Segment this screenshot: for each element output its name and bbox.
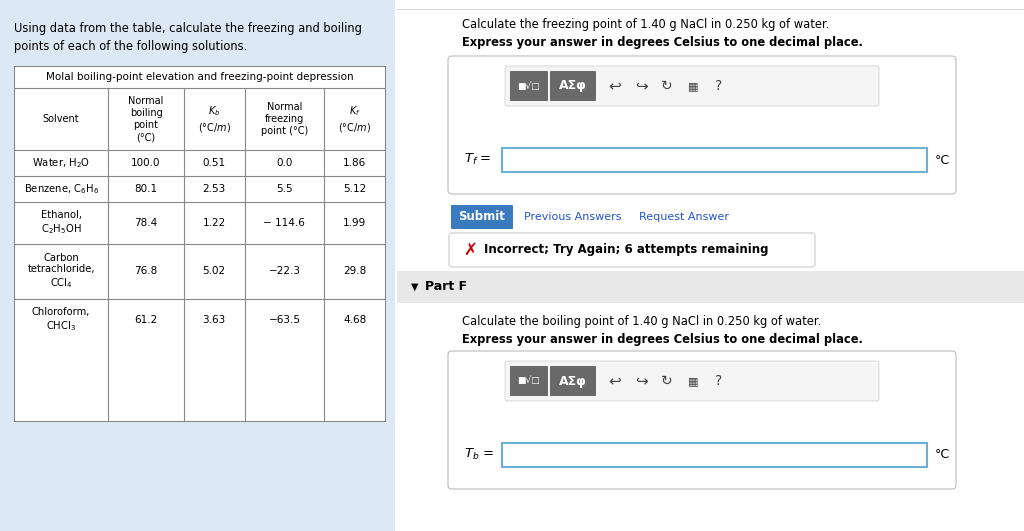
Text: 0.0: 0.0: [276, 158, 293, 168]
Text: $K_b$
(°C/$m$): $K_b$ (°C/$m$): [198, 105, 230, 134]
Text: −22.3: −22.3: [268, 267, 300, 277]
Bar: [502, 148, 927, 172]
Text: 1.99: 1.99: [343, 218, 367, 228]
Text: Using data from the table, calculate the freezing and boiling
points of each of : Using data from the table, calculate the…: [14, 22, 361, 53]
FancyBboxPatch shape: [449, 351, 956, 489]
Text: − 114.6: − 114.6: [263, 218, 305, 228]
Text: ΑΣφ: ΑΣφ: [559, 80, 587, 92]
Text: 1.86: 1.86: [343, 158, 367, 168]
Text: Part F: Part F: [425, 280, 467, 294]
Text: Carbon
tetrachloride,
CCl$_4$: Carbon tetrachloride, CCl$_4$: [28, 253, 95, 290]
Bar: [397, 303, 1024, 531]
Text: $K_f$
(°C/$m$): $K_f$ (°C/$m$): [338, 105, 372, 134]
Text: ✗: ✗: [463, 241, 477, 259]
Text: Previous Answers: Previous Answers: [524, 212, 622, 222]
FancyBboxPatch shape: [510, 71, 548, 101]
FancyBboxPatch shape: [449, 233, 815, 267]
Text: Request Answer: Request Answer: [639, 212, 729, 222]
Text: 4.68: 4.68: [343, 315, 367, 325]
Text: Benzene, C$_6$H$_6$: Benzene, C$_6$H$_6$: [24, 182, 98, 196]
Text: ↩: ↩: [608, 373, 622, 389]
Text: $T_b$ =: $T_b$ =: [464, 447, 495, 461]
Text: ΑΣφ: ΑΣφ: [559, 374, 587, 388]
Text: 61.2: 61.2: [134, 315, 158, 325]
Text: Water, H$_2$O: Water, H$_2$O: [32, 156, 90, 170]
Text: 1.22: 1.22: [203, 218, 226, 228]
Text: 29.8: 29.8: [343, 267, 367, 277]
Text: ▦: ▦: [688, 81, 698, 91]
Bar: [397, 271, 1024, 531]
Text: ↪: ↪: [635, 373, 647, 389]
FancyBboxPatch shape: [451, 205, 513, 229]
Text: 5.5: 5.5: [276, 184, 293, 194]
Text: Submit: Submit: [459, 210, 506, 224]
Text: Calculate the freezing point of 1.40 g NaCl in 0.250 kg of water.: Calculate the freezing point of 1.40 g N…: [462, 18, 829, 31]
FancyBboxPatch shape: [550, 71, 596, 101]
Text: °C: °C: [935, 449, 950, 461]
Text: 3.63: 3.63: [203, 315, 226, 325]
Text: 76.8: 76.8: [134, 267, 158, 277]
Bar: [0, 0, 395, 531]
FancyBboxPatch shape: [550, 366, 596, 396]
FancyBboxPatch shape: [510, 366, 548, 396]
Text: Normal
boiling
point
(°C): Normal boiling point (°C): [128, 96, 164, 142]
Text: 80.1: 80.1: [134, 184, 158, 194]
Text: Solvent: Solvent: [43, 114, 80, 124]
Text: 2.53: 2.53: [203, 184, 226, 194]
Text: ↩: ↩: [608, 79, 622, 93]
Text: ■√□: ■√□: [517, 81, 541, 90]
Text: 5.12: 5.12: [343, 184, 367, 194]
Text: ↻: ↻: [662, 79, 673, 93]
Text: 0.51: 0.51: [203, 158, 225, 168]
Bar: [502, 443, 927, 467]
Text: ↪: ↪: [635, 79, 647, 93]
Text: Express your answer in degrees Celsius to one decimal place.: Express your answer in degrees Celsius t…: [462, 333, 863, 346]
Text: ■√□: ■√□: [517, 376, 541, 386]
Text: $T_f$ =: $T_f$ =: [464, 151, 492, 167]
Text: Express your answer in degrees Celsius to one decimal place.: Express your answer in degrees Celsius t…: [462, 36, 863, 49]
Text: ▼: ▼: [411, 282, 419, 292]
Text: Molal boiling-point elevation and freezing-point depression: Molal boiling-point elevation and freezi…: [46, 72, 353, 82]
FancyBboxPatch shape: [505, 361, 879, 401]
Text: Chloroform,
CHCl$_3$: Chloroform, CHCl$_3$: [32, 307, 90, 333]
Text: Incorrect; Try Again; 6 attempts remaining: Incorrect; Try Again; 6 attempts remaini…: [484, 244, 768, 256]
Text: ▦: ▦: [688, 376, 698, 386]
Text: ↻: ↻: [662, 374, 673, 388]
FancyBboxPatch shape: [505, 66, 879, 106]
Text: 78.4: 78.4: [134, 218, 158, 228]
Bar: [14, 66, 385, 421]
Text: Ethanol,
C$_2$H$_5$OH: Ethanol, C$_2$H$_5$OH: [41, 210, 82, 236]
Text: ?: ?: [716, 374, 723, 388]
Text: Normal
freezing
point (°C): Normal freezing point (°C): [261, 102, 308, 136]
Text: 5.02: 5.02: [203, 267, 225, 277]
Text: −63.5: −63.5: [268, 315, 300, 325]
Text: ?: ?: [716, 79, 723, 93]
FancyBboxPatch shape: [449, 56, 956, 194]
Text: °C: °C: [935, 153, 950, 167]
Text: 100.0: 100.0: [131, 158, 161, 168]
Text: Calculate the boiling point of 1.40 g NaCl in 0.250 kg of water.: Calculate the boiling point of 1.40 g Na…: [462, 315, 821, 328]
